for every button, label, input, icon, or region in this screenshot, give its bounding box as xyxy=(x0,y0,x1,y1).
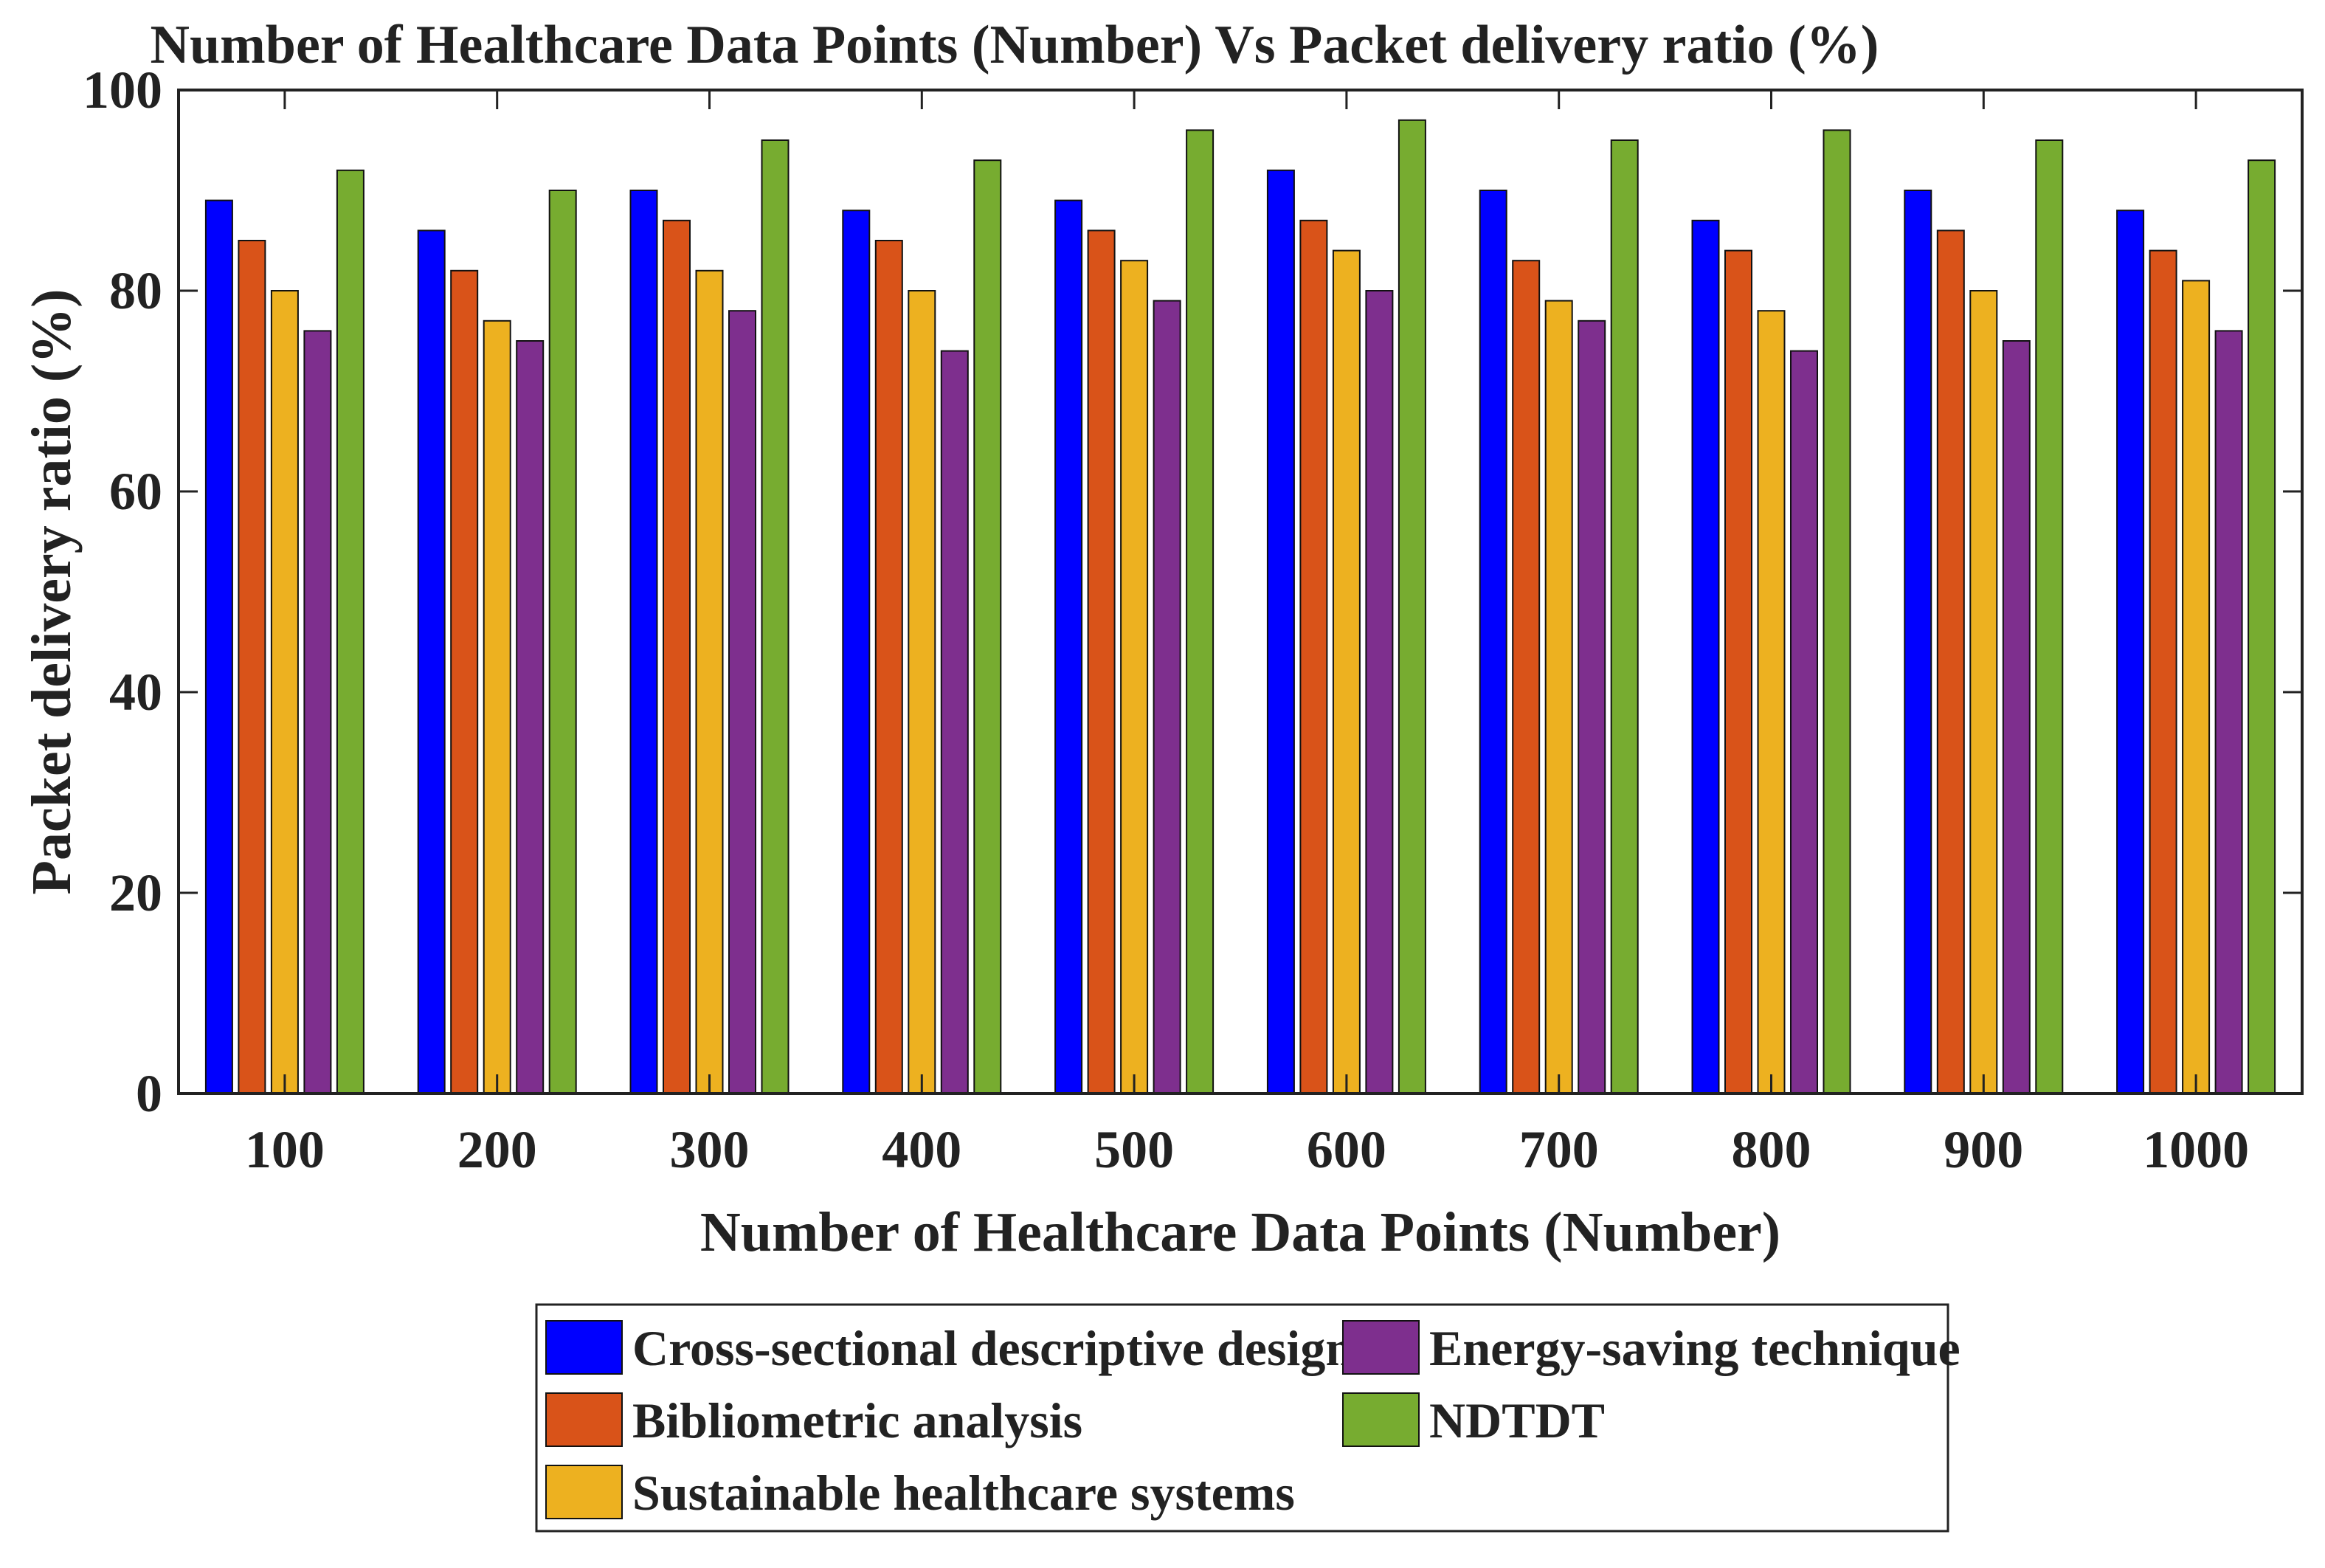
bar-800-series-2 xyxy=(1724,249,1752,1095)
legend-label-1: Cross-sectional descriptive design xyxy=(632,1320,1353,1376)
x-tick-label: 700 xyxy=(1519,1120,1599,1179)
legend-label-2: Bibliometric analysis xyxy=(632,1392,1082,1448)
bar-900-series-1 xyxy=(1904,190,1932,1094)
x-tick-label: 100 xyxy=(245,1120,325,1179)
bar-100-series-3 xyxy=(270,290,299,1094)
legend-label-5: NDTDT xyxy=(1429,1392,1605,1448)
x-tick-label: 900 xyxy=(1944,1120,2023,1179)
bar-500-series-5 xyxy=(1186,129,1215,1094)
y-tick-label: 100 xyxy=(83,61,162,120)
bar-200-series-5 xyxy=(548,190,577,1094)
y-tick-label: 60 xyxy=(109,462,162,521)
bar-300-series-5 xyxy=(761,139,790,1094)
bars-layer xyxy=(204,119,2276,1095)
plot-frame xyxy=(177,89,2304,1095)
ticks-layer: 0 20 40 60 80 100 100 200 300 400 500 600 700 800 900 1… xyxy=(83,61,2302,1179)
bar-1000-series-4 xyxy=(2214,330,2243,1094)
legend-label-3: Sustainable healthcare systems xyxy=(632,1465,1295,1521)
bar-700-series-4 xyxy=(1578,320,1606,1094)
bar-1000-series-2 xyxy=(2149,249,2177,1095)
bar-600-series-5 xyxy=(1398,119,1426,1094)
legend-swatch-1 xyxy=(545,1320,623,1375)
bar-400-series-3 xyxy=(908,290,936,1094)
y-axis-label: Packet delivery ratio (%) xyxy=(21,289,83,895)
bar-500-series-1 xyxy=(1054,199,1083,1095)
bar-300-series-1 xyxy=(629,190,658,1094)
legend-swatch-3 xyxy=(545,1465,623,1519)
bar-300-series-4 xyxy=(728,310,756,1095)
bar-100-series-5 xyxy=(336,169,365,1094)
bar-200-series-4 xyxy=(516,340,545,1094)
legend-items: Cross-sectional descriptive design Biblio… xyxy=(545,1320,1960,1521)
bar-300-series-2 xyxy=(663,219,691,1094)
bar-700-series-3 xyxy=(1544,300,1573,1095)
y-tick-label: 20 xyxy=(109,863,162,922)
bar-500-series-2 xyxy=(1087,229,1116,1094)
bar-700-series-5 xyxy=(1610,139,1639,1094)
bar-800-series-5 xyxy=(1823,129,1851,1094)
legend-frame xyxy=(535,1303,1949,1533)
bar-600-series-2 xyxy=(1299,219,1328,1094)
bar-200-series-1 xyxy=(417,229,446,1094)
bar-500-series-3 xyxy=(1120,260,1149,1095)
legend-swatch-2 xyxy=(545,1392,623,1447)
chart-title: Number of Healthcare Data Points (Number… xyxy=(151,15,1879,75)
bar-900-series-4 xyxy=(2002,340,2031,1094)
bar-800-series-3 xyxy=(1757,310,1786,1095)
bar-700-series-1 xyxy=(1479,190,1507,1094)
bar-800-series-4 xyxy=(1790,350,1818,1095)
legend-label-4: Energy-saving technique xyxy=(1429,1320,1960,1376)
bar-600-series-1 xyxy=(1266,169,1295,1094)
bar-1000-series-1 xyxy=(2116,210,2145,1095)
y-tick-label: 40 xyxy=(109,663,162,722)
bar-100-series-4 xyxy=(303,330,332,1094)
x-tick-label: 600 xyxy=(1307,1120,1386,1179)
bar-600-series-3 xyxy=(1332,249,1361,1095)
x-tick-label: 500 xyxy=(1094,1120,1174,1179)
bar-900-series-2 xyxy=(1936,229,1965,1094)
bar-100-series-2 xyxy=(238,240,266,1094)
bar-300-series-3 xyxy=(695,269,724,1094)
legend-swatch-5 xyxy=(1342,1392,1420,1447)
y-tick-label: 80 xyxy=(109,261,162,320)
x-tick-label: 400 xyxy=(882,1120,961,1179)
bar-900-series-3 xyxy=(1969,290,1998,1094)
legend-swatch-4 xyxy=(1342,1320,1420,1375)
bar-200-series-3 xyxy=(483,320,511,1094)
x-tick-label: 800 xyxy=(1732,1120,1811,1179)
bar-400-series-4 xyxy=(940,350,969,1095)
bar-900-series-5 xyxy=(2035,139,2064,1094)
x-tick-label: 1000 xyxy=(2143,1120,2249,1179)
bar-500-series-4 xyxy=(1153,300,1181,1095)
bar-400-series-2 xyxy=(874,240,903,1094)
bar-700-series-2 xyxy=(1512,260,1541,1095)
bar-400-series-5 xyxy=(973,159,1002,1095)
bar-1000-series-3 xyxy=(2182,280,2211,1094)
bar-200-series-2 xyxy=(450,269,479,1094)
x-tick-label: 300 xyxy=(670,1120,750,1179)
bar-800-series-1 xyxy=(1691,219,1720,1094)
bar-1000-series-5 xyxy=(2248,159,2276,1095)
legend: Cross-sectional descriptive design Biblio… xyxy=(535,1303,1960,1533)
bar-100-series-1 xyxy=(204,199,233,1095)
bar-400-series-1 xyxy=(842,210,871,1095)
y-tick-label: 0 xyxy=(136,1064,162,1123)
x-axis-label: Number of Healthcare Data Points (Number… xyxy=(700,1201,1780,1263)
bar-600-series-4 xyxy=(1365,290,1394,1094)
x-tick-label: 200 xyxy=(457,1120,537,1179)
